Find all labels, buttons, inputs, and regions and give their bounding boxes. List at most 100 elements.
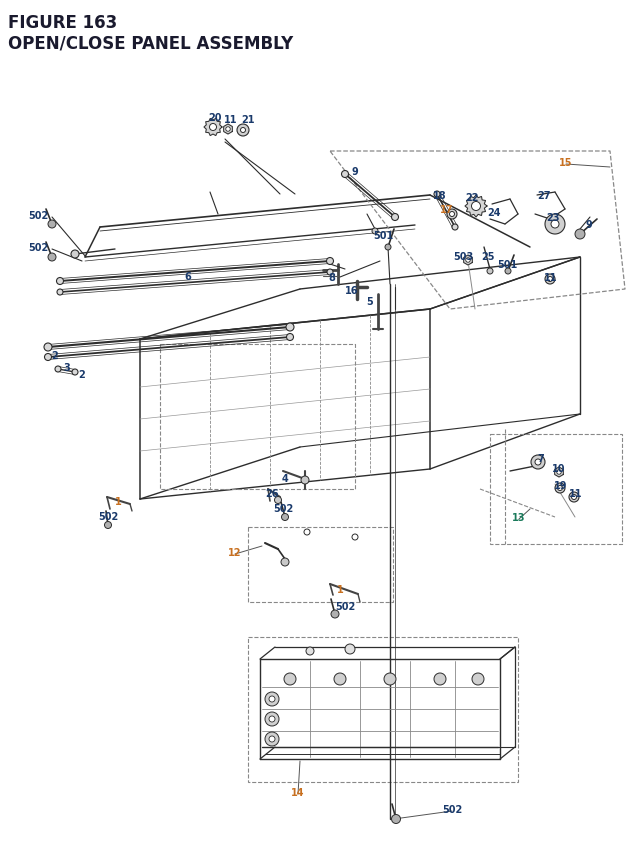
Circle shape [265,712,279,726]
Circle shape [44,344,52,351]
Bar [248,528,393,603]
Bar [160,344,355,489]
Polygon shape [465,195,487,218]
Circle shape [282,514,289,521]
Bar [490,435,622,544]
Circle shape [449,213,454,217]
Circle shape [331,610,339,618]
Circle shape [304,530,310,536]
Circle shape [372,229,378,235]
Circle shape [505,269,511,275]
Text: 6: 6 [184,272,191,282]
Circle shape [301,476,309,485]
Polygon shape [204,120,222,136]
Text: 7: 7 [538,454,545,463]
Text: 17: 17 [440,205,454,214]
Text: 26: 26 [265,488,279,499]
Text: 9: 9 [351,167,358,177]
Text: 502: 502 [335,601,355,611]
Text: 502: 502 [98,511,118,522]
Text: 3: 3 [63,362,70,373]
Text: 11: 11 [569,488,583,499]
Circle shape [569,492,579,503]
Circle shape [281,558,289,567]
Polygon shape [463,256,472,266]
Polygon shape [223,125,232,135]
Text: 18: 18 [433,191,447,201]
Circle shape [275,497,282,504]
Text: 5: 5 [367,297,373,307]
Circle shape [269,697,275,703]
Circle shape [572,495,577,500]
Text: 502: 502 [442,804,462,814]
Circle shape [447,210,457,220]
Circle shape [434,192,440,198]
Text: 11: 11 [224,115,237,125]
Circle shape [72,369,78,375]
Circle shape [269,736,275,742]
Text: 1: 1 [337,585,344,594]
Circle shape [306,647,314,655]
Circle shape [575,230,585,239]
Text: 23: 23 [547,213,560,223]
Circle shape [487,269,493,275]
Text: 4: 4 [282,474,289,483]
Text: 15: 15 [559,158,573,168]
Text: 12: 12 [228,548,242,557]
Text: 24: 24 [487,208,500,218]
Text: 502: 502 [28,243,48,253]
Text: 501: 501 [497,260,517,269]
Text: 8: 8 [328,273,335,282]
Circle shape [48,254,56,262]
Text: 10: 10 [552,463,566,474]
Circle shape [286,324,294,331]
Circle shape [56,278,63,285]
Text: 9: 9 [586,220,593,230]
Circle shape [452,225,458,231]
Text: FIGURE 163: FIGURE 163 [8,14,117,32]
Circle shape [265,692,279,706]
Circle shape [209,124,216,132]
Text: 503: 503 [453,251,473,262]
Circle shape [392,214,399,221]
Circle shape [327,269,333,276]
Circle shape [57,289,63,295]
Circle shape [557,486,563,491]
Circle shape [104,522,111,529]
Circle shape [334,673,346,685]
Text: 13: 13 [512,512,525,523]
Text: 1: 1 [115,497,122,506]
Circle shape [265,732,279,746]
Text: 19: 19 [554,480,568,491]
Bar [248,637,518,782]
Circle shape [545,214,565,235]
Circle shape [241,128,246,133]
Text: 21: 21 [241,115,255,125]
Text: 2: 2 [52,350,58,361]
Text: 2: 2 [79,369,85,380]
Circle shape [48,220,56,229]
Circle shape [326,258,333,265]
Circle shape [384,673,396,685]
Circle shape [287,334,294,341]
Circle shape [284,673,296,685]
Polygon shape [555,468,563,478]
Circle shape [545,275,555,285]
Text: 22: 22 [465,193,479,202]
Circle shape [345,644,355,654]
Circle shape [551,220,559,229]
Circle shape [55,367,61,373]
Circle shape [71,251,79,258]
Text: 501: 501 [373,231,393,241]
Circle shape [531,455,545,469]
Circle shape [392,815,401,823]
Circle shape [557,470,561,474]
Text: 27: 27 [537,191,551,201]
Circle shape [226,127,230,132]
Circle shape [555,483,565,493]
Circle shape [45,354,51,361]
Text: 502: 502 [273,504,293,513]
Text: 14: 14 [291,787,305,797]
Circle shape [547,277,552,282]
Text: 11: 11 [544,273,557,282]
